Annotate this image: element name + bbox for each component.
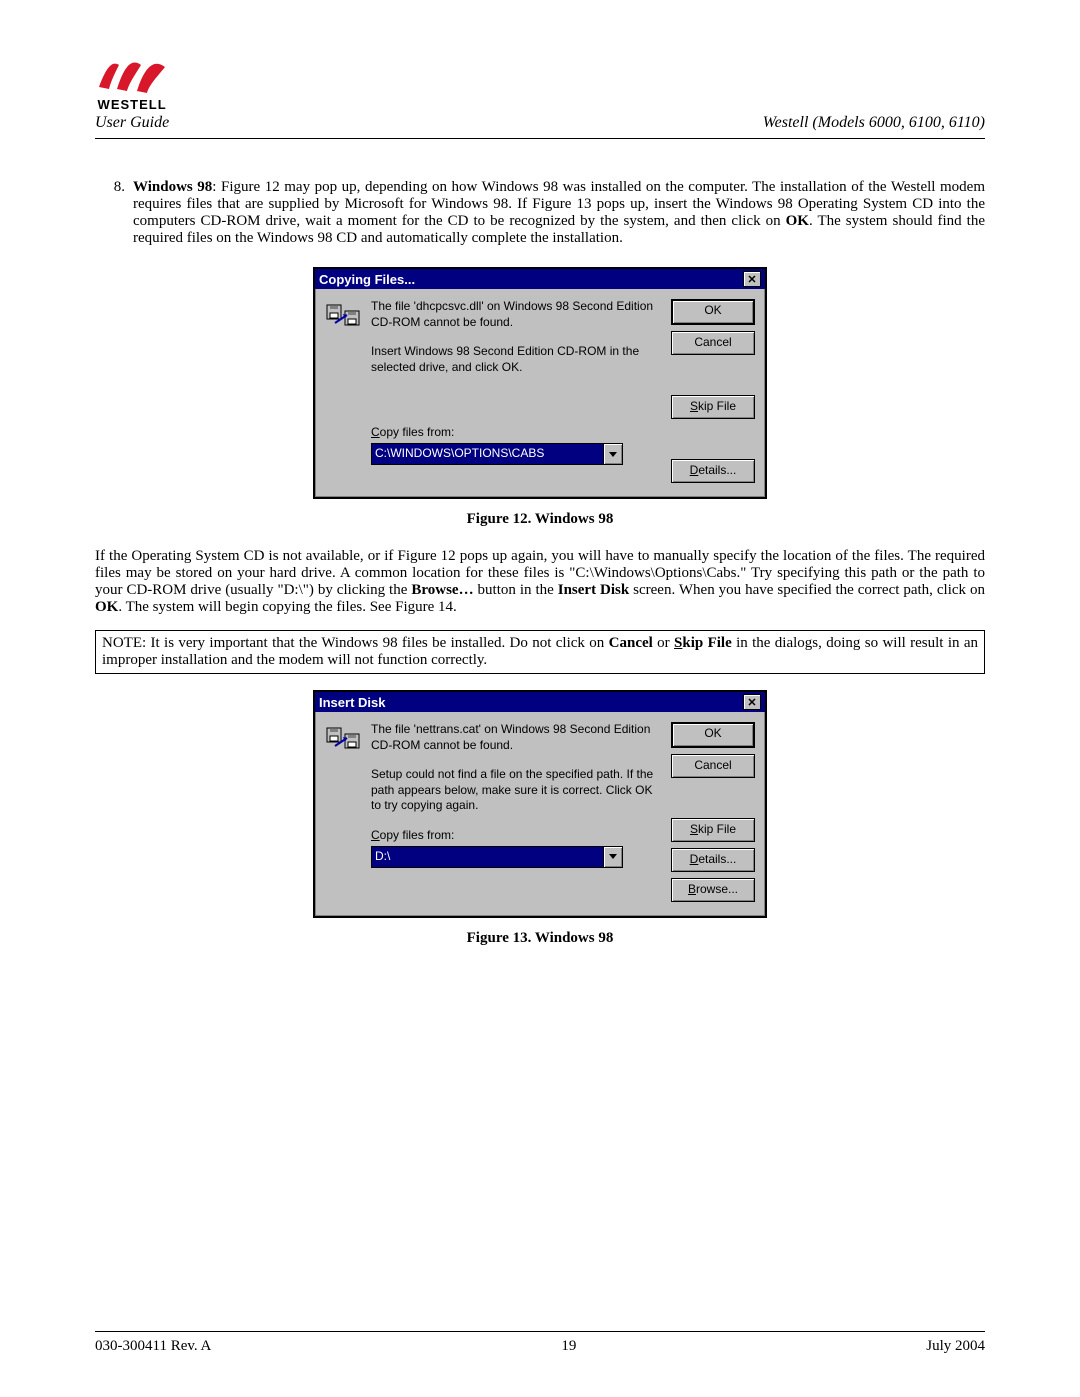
footer-date: July 2004 <box>926 1338 985 1355</box>
footer-page: 19 <box>561 1338 576 1355</box>
footer-rev: 030-300411 Rev. A <box>95 1338 211 1355</box>
copy-from-combo[interactable]: D:\ <box>371 846 623 868</box>
copy-from-combo[interactable]: C:\WINDOWS\OPTIONS\CABS <box>371 443 623 465</box>
ok-button[interactable]: OK <box>671 722 755 748</box>
insert-disk-dialog: Insert Disk ✕ T <box>313 690 767 918</box>
brand-text: WESTELL <box>98 97 167 112</box>
figure-12-caption: Figure 12. Windows 98 <box>95 511 985 528</box>
chevron-down-icon[interactable] <box>603 444 622 464</box>
close-icon[interactable]: ✕ <box>743 694 761 710</box>
combo-value: C:\WINDOWS\OPTIONS\CABS <box>372 444 603 464</box>
dialog-message-2: Setup could not find a file on the speci… <box>371 767 663 814</box>
disk-transfer-icon <box>325 301 361 329</box>
step-number: 8. <box>95 179 133 247</box>
disk-transfer-icon <box>325 724 361 752</box>
copying-files-dialog: Copying Files... ✕ <box>313 267 767 499</box>
close-icon[interactable]: ✕ <box>743 271 761 287</box>
skip-file-button[interactable]: Skip File <box>671 395 755 419</box>
models-label: Westell (Models 6000, 6100, 6110) <box>763 114 985 132</box>
step-8-text: Windows 98: Figure 12 may pop up, depend… <box>133 179 985 247</box>
copy-from-label: Copy files from: <box>371 425 663 439</box>
user-guide-label: User Guide <box>95 114 169 132</box>
figure-13-caption: Figure 13. Windows 98 <box>95 930 985 947</box>
page-footer: 030-300411 Rev. A 19 July 2004 <box>95 1331 985 1355</box>
header-divider <box>95 138 985 139</box>
cancel-button[interactable]: Cancel <box>671 754 755 778</box>
cancel-button[interactable]: Cancel <box>671 331 755 355</box>
dialog-title: Copying Files... <box>319 272 415 287</box>
chevron-down-icon[interactable] <box>603 847 622 867</box>
details-button[interactable]: Details... <box>671 459 755 483</box>
dialog-message-1: The file 'dhcpcsvc.dll' on Windows 98 Se… <box>371 299 663 330</box>
dialog-title: Insert Disk <box>319 695 385 710</box>
combo-value: D:\ <box>372 847 603 867</box>
dialog-message-2: Insert Windows 98 Second Edition CD-ROM … <box>371 344 663 375</box>
page-header: WESTELL User Guide Westell (Models 6000,… <box>95 55 985 132</box>
skip-file-button[interactable]: Skip File <box>671 818 755 842</box>
copy-from-label: Copy files from: <box>371 828 663 842</box>
details-button[interactable]: Details... <box>671 848 755 872</box>
westell-logo-icon <box>97 55 167 95</box>
note-box: NOTE: It is very important that the Wind… <box>95 630 985 674</box>
paragraph-2: If the Operating System CD is not availa… <box>95 548 985 616</box>
browse-button[interactable]: Browse... <box>671 878 755 902</box>
ok-button[interactable]: OK <box>671 299 755 325</box>
dialog-message-1: The file 'nettrans.cat' on Windows 98 Se… <box>371 722 663 753</box>
